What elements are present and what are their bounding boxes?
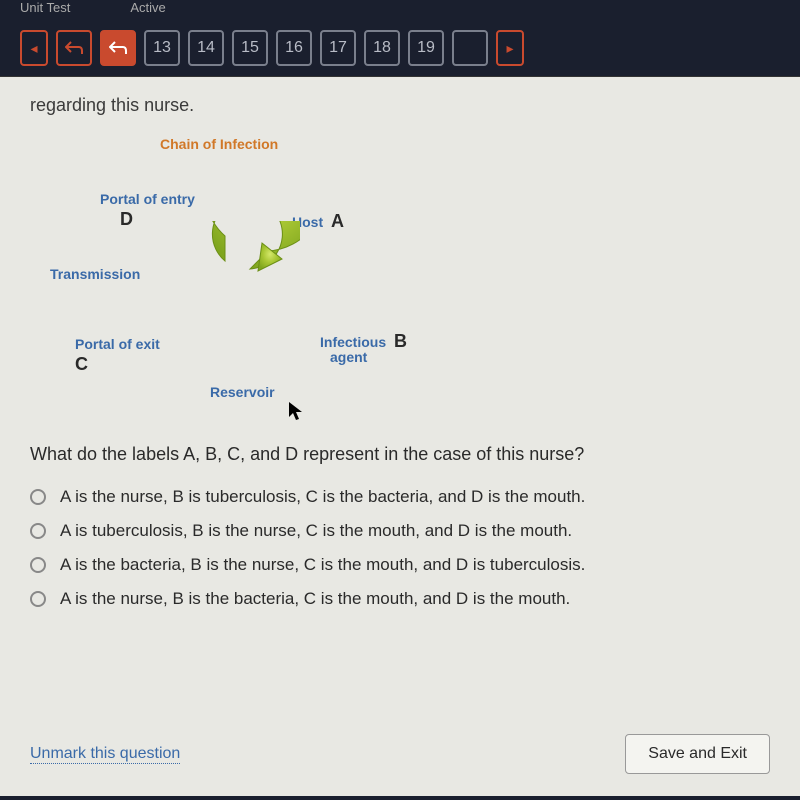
option-2[interactable]: A is tuberculosis, B is the nurse, C is … xyxy=(30,521,770,541)
nav-q18[interactable]: 18 xyxy=(364,30,400,66)
option-3-text: A is the bacteria, B is the nurse, C is … xyxy=(60,555,585,575)
option-4-text: A is the nurse, B is the bacteria, C is … xyxy=(60,589,570,609)
diagram-title: Chain of Infection xyxy=(160,136,278,152)
top-header: Unit Test Active xyxy=(0,0,800,20)
option-4[interactable]: A is the nurse, B is the bacteria, C is … xyxy=(30,589,770,609)
letter-d: D xyxy=(120,209,133,230)
letter-c: C xyxy=(75,354,88,375)
cycle-ring-icon xyxy=(150,221,300,371)
radio-icon[interactable] xyxy=(30,591,46,607)
label-portal-of-exit: Portal of exit xyxy=(75,336,160,352)
letter-a: A xyxy=(331,211,344,231)
radio-icon[interactable] xyxy=(30,489,46,505)
option-1[interactable]: A is the nurse, B is tuberculosis, C is … xyxy=(30,487,770,507)
active-label: Active xyxy=(130,0,165,20)
option-2-text: A is tuberculosis, B is the nurse, C is … xyxy=(60,521,572,541)
nav-q16[interactable]: 16 xyxy=(276,30,312,66)
question-text: What do the labels A, B, C, and D repres… xyxy=(30,444,770,465)
footer-row: Unmark this question Save and Exit xyxy=(30,734,770,774)
save-and-exit-button[interactable]: Save and Exit xyxy=(625,734,770,774)
radio-icon[interactable] xyxy=(30,523,46,539)
question-content: regarding this nurse. Chain of Infection… xyxy=(0,76,800,796)
label-transmission: Transmission xyxy=(50,266,140,282)
nav-next-button[interactable]: ▸ xyxy=(496,30,524,66)
nav-empty-slot xyxy=(452,30,488,66)
chain-of-infection-diagram: Chain of Infection Portal of entry D Hos… xyxy=(30,136,770,426)
label-reservoir: Reservoir xyxy=(210,384,275,400)
cursor-icon xyxy=(288,401,304,427)
label-portal-of-entry: Portal of entry xyxy=(100,191,195,207)
label-agent: agent xyxy=(330,349,367,365)
option-1-text: A is the nurse, B is tuberculosis, C is … xyxy=(60,487,585,507)
nav-first-button[interactable]: ◂ xyxy=(20,30,48,66)
nav-q13[interactable]: 13 xyxy=(144,30,180,66)
nav-q14[interactable]: 14 xyxy=(188,30,224,66)
nav-q19[interactable]: 19 xyxy=(408,30,444,66)
intro-text: regarding this nurse. xyxy=(30,95,770,116)
option-3[interactable]: A is the bacteria, B is the nurse, C is … xyxy=(30,555,770,575)
nav-back-button[interactable] xyxy=(56,30,92,66)
nav-q15[interactable]: 15 xyxy=(232,30,268,66)
radio-icon[interactable] xyxy=(30,557,46,573)
nav-back-filled-button[interactable] xyxy=(100,30,136,66)
test-title: Unit Test xyxy=(20,0,70,20)
nav-q17[interactable]: 17 xyxy=(320,30,356,66)
letter-b: B xyxy=(394,331,407,351)
question-nav: ◂ 13 14 15 16 17 18 19 ▸ xyxy=(0,20,800,76)
unmark-link[interactable]: Unmark this question xyxy=(30,745,180,764)
